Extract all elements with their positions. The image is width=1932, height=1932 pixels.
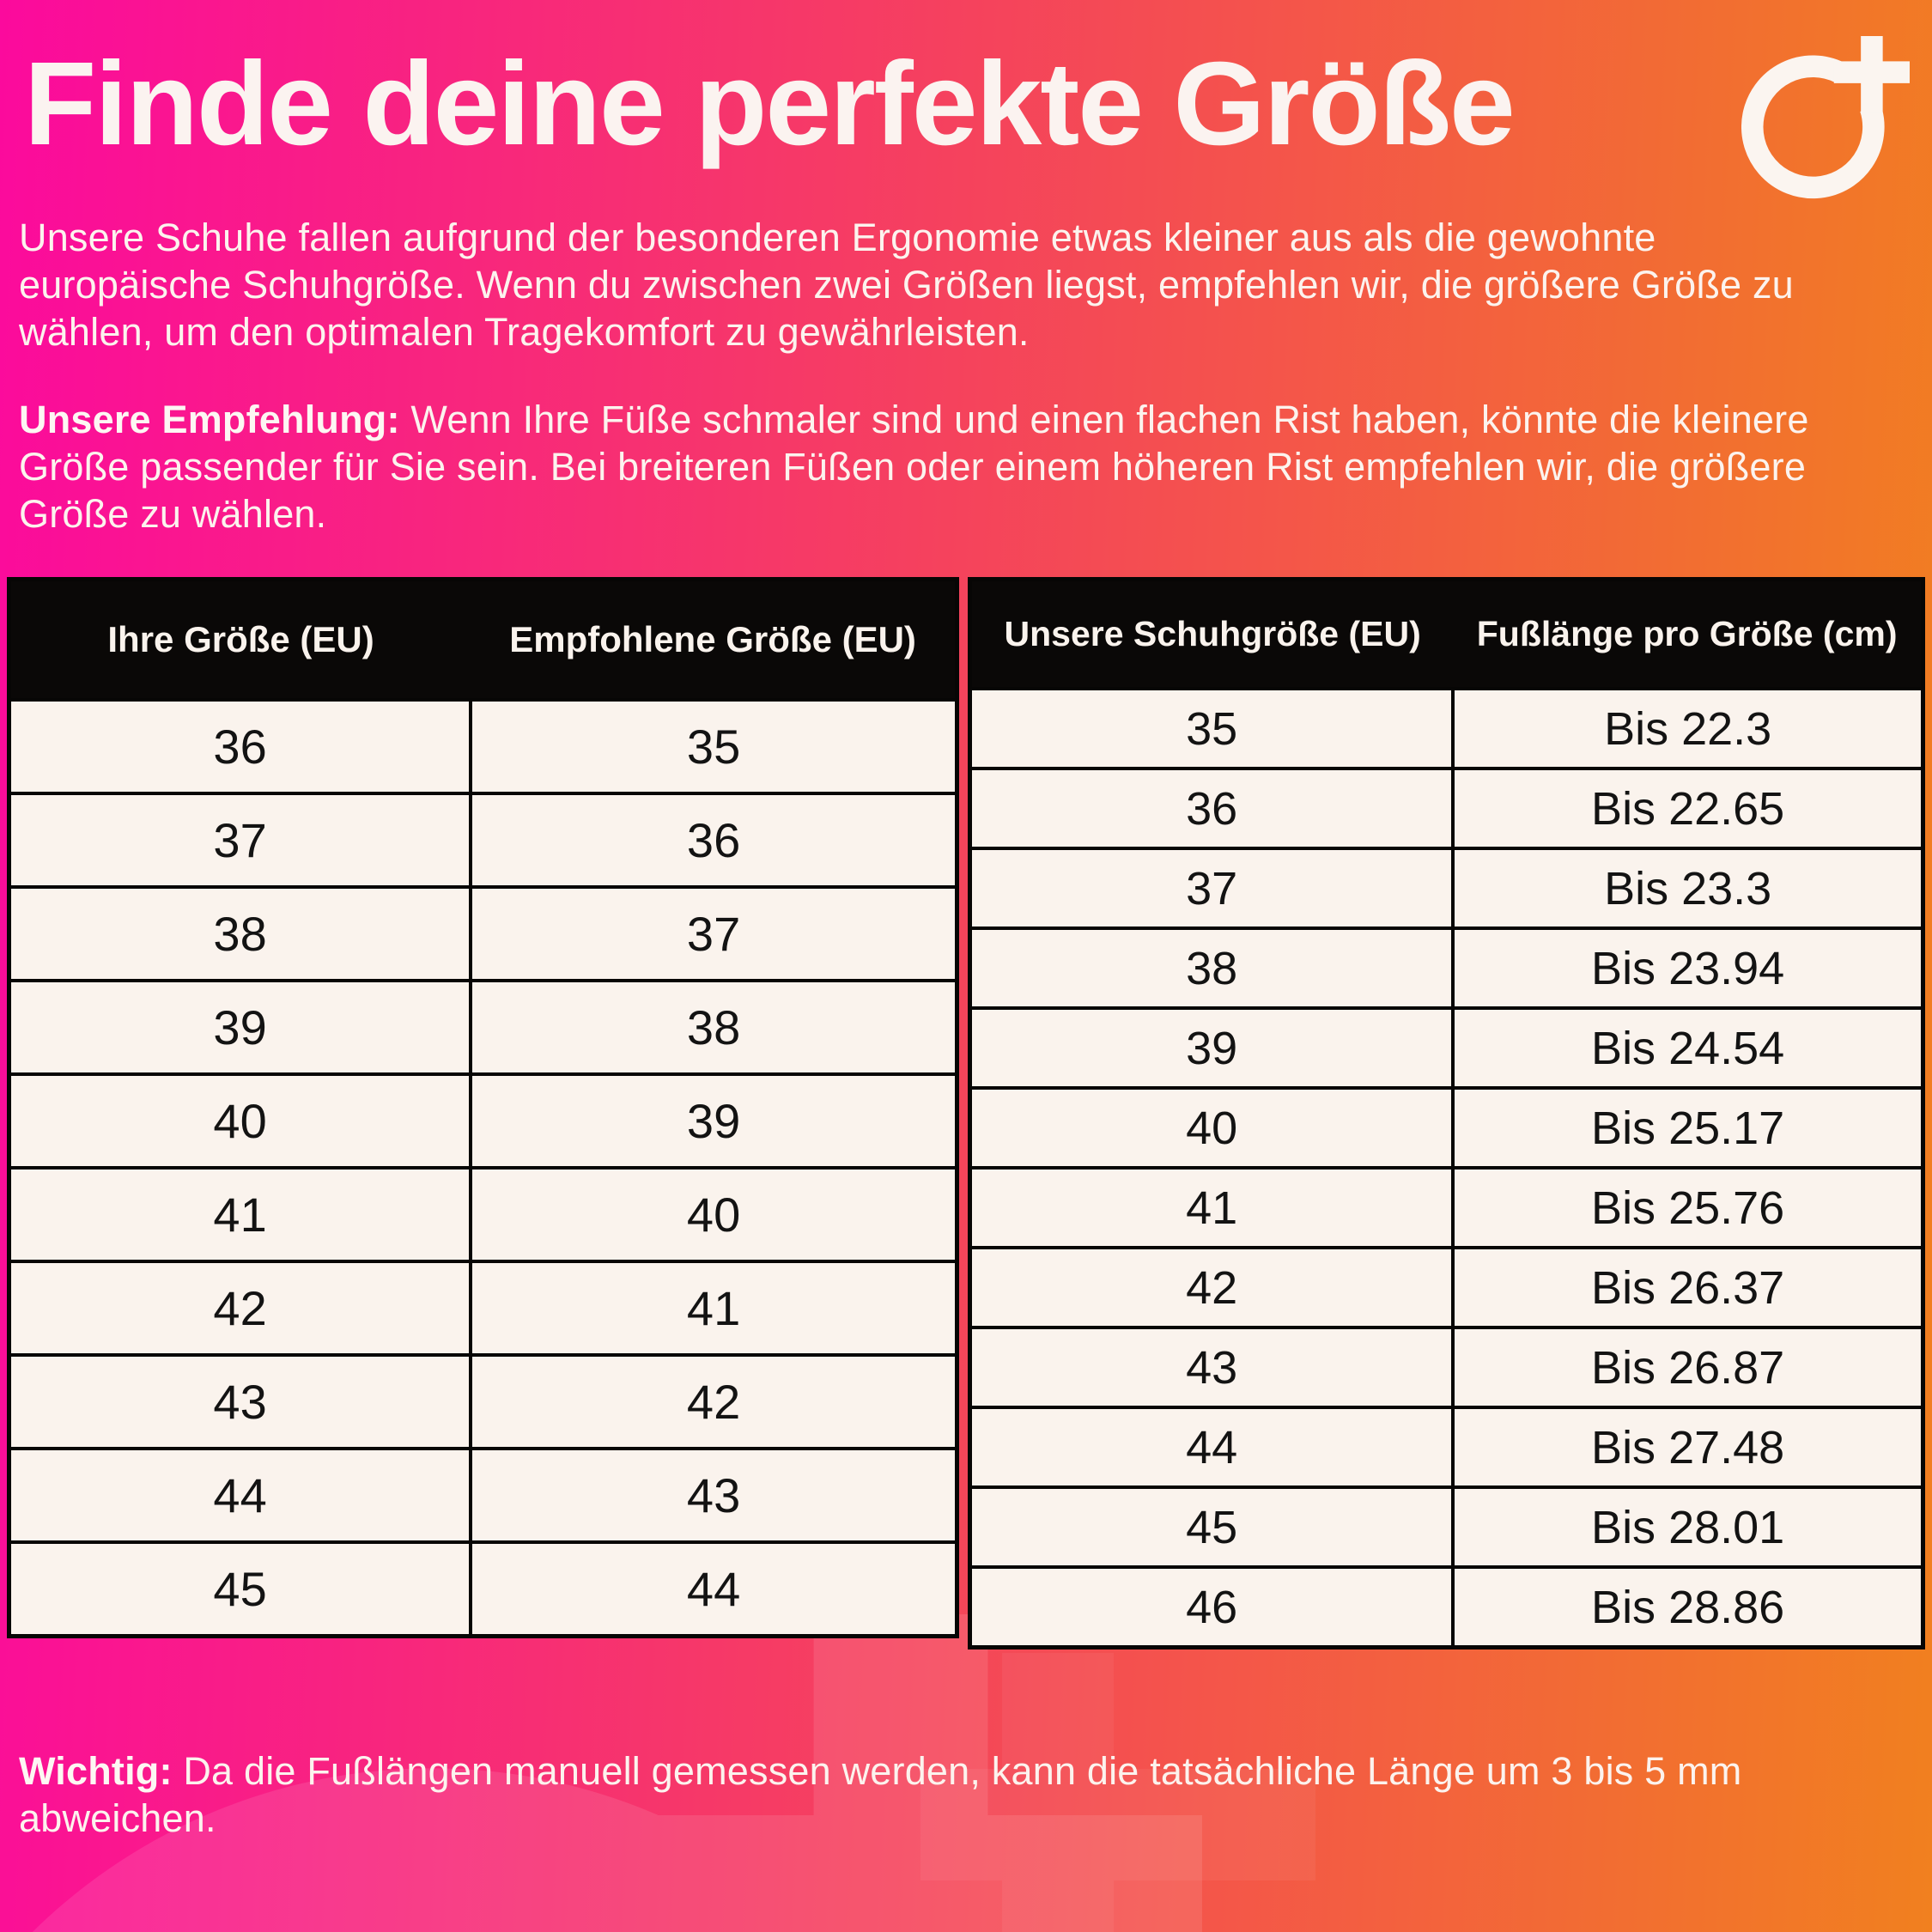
table-cell: Bis 22.65 (1451, 767, 1925, 850)
table-cell: Bis 24.54 (1451, 1006, 1925, 1090)
recommendation-label: Unsere Empfehlung: (19, 398, 400, 441)
table-row: 43 42 (7, 1353, 959, 1450)
note-label: Wichtig: (19, 1749, 173, 1793)
table-row: 41 Bis 25.76 (968, 1166, 1925, 1249)
table-row: 36 Bis 22.65 (968, 767, 1925, 850)
table-cell: 37 (968, 847, 1455, 930)
table-row: 39 Bis 24.54 (968, 1006, 1925, 1090)
table-cell: 38 (968, 927, 1455, 1010)
table-cell: 43 (7, 1353, 473, 1450)
table-cell: 39 (968, 1006, 1455, 1090)
note-body: Da die Fußlängen manuell gemessen werden… (19, 1749, 1742, 1840)
recommendation-text: Unsere Empfehlung: Wenn Ihre Füße schmal… (19, 397, 1822, 538)
table-row: 38 Bis 23.94 (968, 927, 1925, 1010)
table-row: 42 41 (7, 1260, 959, 1357)
table-cell: 41 (469, 1260, 959, 1357)
table-cell: 38 (469, 979, 959, 1076)
table-cell: 43 (469, 1447, 959, 1544)
table-cell: 37 (469, 885, 959, 982)
table-row: 44 Bis 27.48 (968, 1406, 1925, 1489)
table-cell: Bis 26.37 (1451, 1246, 1925, 1329)
table-cell: 44 (7, 1447, 473, 1544)
table-row: 43 Bis 26.87 (968, 1326, 1925, 1409)
column-header: Ihre Größe (EU) (9, 579, 471, 700)
brand-logo-icon (1741, 36, 1910, 199)
table-header-row: Ihre Größe (EU) Empfohlene Größe (EU) (9, 579, 957, 700)
column-header: Empfohlene Größe (EU) (471, 579, 957, 700)
table-row: 39 38 (7, 979, 959, 1076)
table-cell: 44 (968, 1406, 1455, 1489)
foot-length-table: Unsere Schuhgröße (EU) Fußlänge pro Größe… (968, 577, 1925, 1649)
table-row: 40 Bis 25.17 (968, 1086, 1925, 1170)
table-cell: 40 (7, 1072, 473, 1170)
table-cell: 37 (7, 792, 473, 889)
table-cell: Bis 22.3 (1451, 687, 1925, 770)
table-cell: Bis 28.86 (1451, 1565, 1925, 1649)
table-row: 44 43 (7, 1447, 959, 1544)
table-cell: 45 (7, 1540, 473, 1638)
size-conversion-table: Ihre Größe (EU) Empfohlene Größe (EU) 36 3… (7, 577, 959, 1638)
column-header: Fußlänge pro Größe (cm) (1453, 579, 1923, 689)
table-cell: 44 (469, 1540, 959, 1638)
table-cell: 46 (968, 1565, 1455, 1649)
table-cell: 41 (7, 1166, 473, 1263)
table-cell: 35 (968, 687, 1455, 770)
table-cell: 39 (7, 979, 473, 1076)
table-cell: 41 (968, 1166, 1455, 1249)
table-cell: 36 (469, 792, 959, 889)
column-header: Unsere Schuhgröße (EU) (969, 579, 1454, 689)
table-cell: Bis 28.01 (1451, 1485, 1925, 1569)
table-row: 35 Bis 22.3 (968, 687, 1925, 770)
table-row: 37 36 (7, 792, 959, 889)
table-row: 37 Bis 23.3 (968, 847, 1925, 930)
table-row: 42 Bis 26.37 (968, 1246, 1925, 1329)
table-row: 38 37 (7, 885, 959, 982)
table-cell: 38 (7, 885, 473, 982)
table-cell: Bis 27.48 (1451, 1406, 1925, 1489)
table-cell: Bis 26.87 (1451, 1326, 1925, 1409)
recommendation-body: Wenn Ihre Füße schmaler sind und einen f… (19, 398, 1809, 536)
table-cell: 45 (968, 1485, 1455, 1569)
table-cell: 40 (968, 1086, 1455, 1170)
table-row: 45 44 (7, 1540, 959, 1638)
table-cell: 42 (469, 1353, 959, 1450)
table-cell: 43 (968, 1326, 1455, 1409)
table-cell: 42 (7, 1260, 473, 1357)
page-title: Finde deine perfekte Größe (24, 38, 1516, 170)
note-text: Wichtig: Da die Fußlängen manuell gemess… (19, 1748, 1822, 1843)
table-cell: Bis 25.17 (1451, 1086, 1925, 1170)
table-cell: Bis 23.3 (1451, 847, 1925, 930)
table-cell: 39 (469, 1072, 959, 1170)
table-row: 40 39 (7, 1072, 959, 1170)
table-row: 45 Bis 28.01 (968, 1485, 1925, 1569)
table-cell: 36 (968, 767, 1455, 850)
table-row: 46 Bis 28.86 (968, 1565, 1925, 1649)
table-row: 41 40 (7, 1166, 959, 1263)
intro-text: Unsere Schuhe fallen aufgrund der besond… (19, 216, 1794, 354)
table-row: 36 35 (7, 698, 959, 795)
table-header-row: Unsere Schuhgröße (EU) Fußlänge pro Größe… (969, 579, 1923, 689)
table-cell: 35 (469, 698, 959, 795)
table-cell: Bis 25.76 (1451, 1166, 1925, 1249)
table-cell: 40 (469, 1166, 959, 1263)
table-cell: 36 (7, 698, 473, 795)
table-cell: Bis 23.94 (1451, 927, 1925, 1010)
table-cell: 42 (968, 1246, 1455, 1329)
